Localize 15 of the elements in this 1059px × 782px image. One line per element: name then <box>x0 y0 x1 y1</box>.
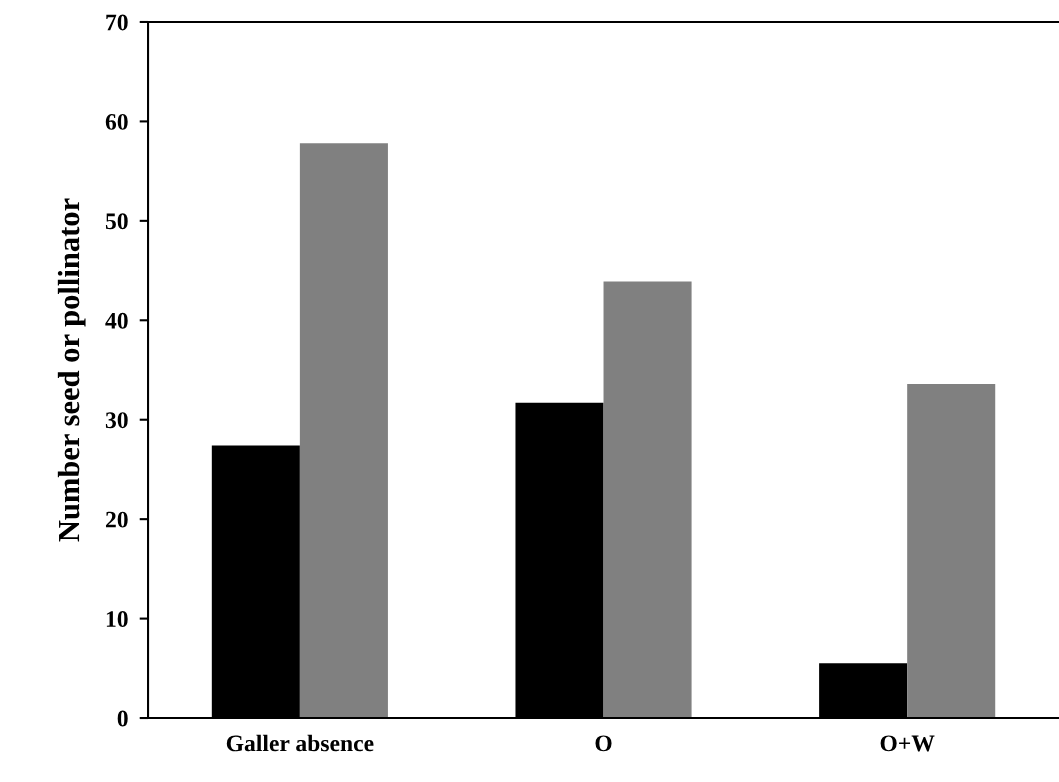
y-tick-label: 0 <box>117 710 128 727</box>
y-tick-label: 20 <box>105 511 128 528</box>
x-tick-label: Galler absence <box>226 734 374 752</box>
y-tick-label: 70 <box>106 14 128 31</box>
x-tick-label: O+W <box>880 735 935 752</box>
y-tick-label: 60 <box>105 113 128 130</box>
y-tick-label: 40 <box>105 312 128 329</box>
x-tick-label: O <box>595 735 612 752</box>
bar <box>907 383 996 719</box>
bar <box>603 281 692 719</box>
bar <box>299 143 388 719</box>
y-axis-title: Number seed or pollinator <box>57 198 86 542</box>
y-tick-label: 50 <box>105 213 128 230</box>
y-tick-label: 10 <box>106 611 128 628</box>
y-tick-label: 30 <box>105 412 128 429</box>
